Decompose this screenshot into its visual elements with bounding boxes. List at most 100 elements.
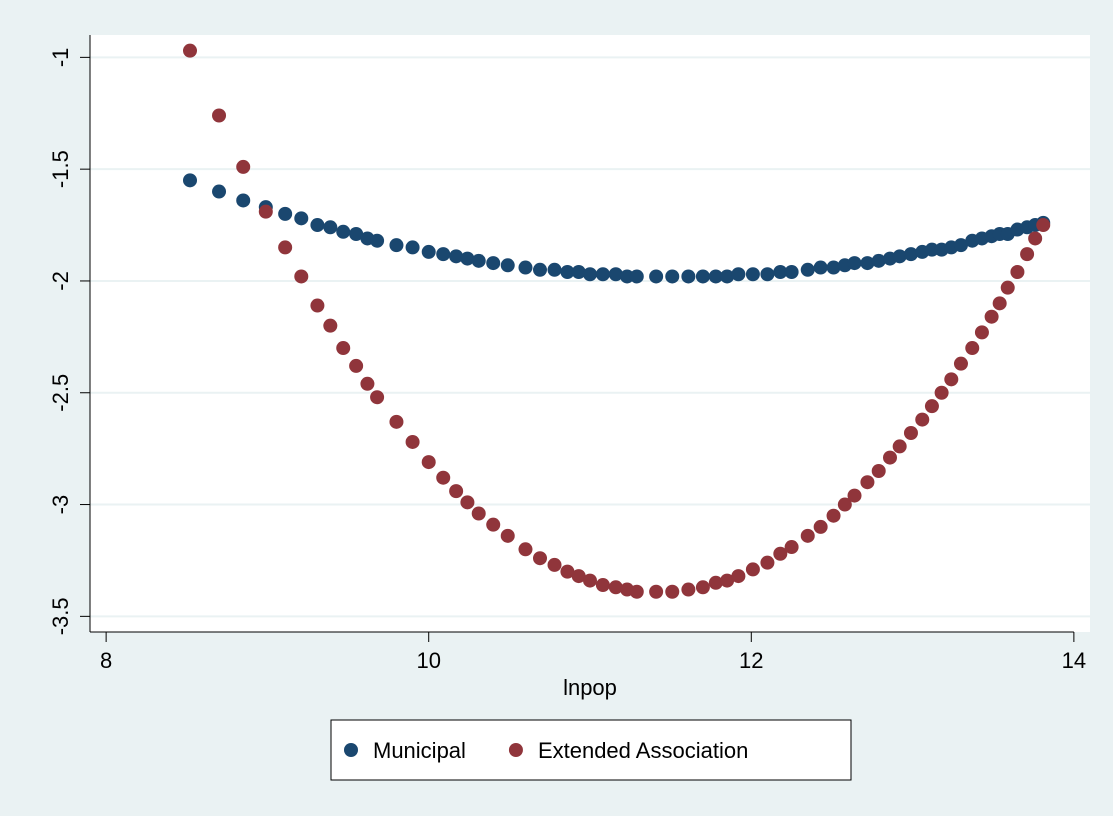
point bbox=[1036, 218, 1051, 233]
point bbox=[421, 244, 436, 259]
point bbox=[953, 356, 968, 371]
point bbox=[731, 569, 746, 584]
point bbox=[745, 267, 760, 282]
point bbox=[720, 269, 735, 284]
point bbox=[436, 470, 451, 485]
point bbox=[708, 575, 723, 590]
point bbox=[665, 584, 680, 599]
point bbox=[294, 211, 309, 226]
point bbox=[871, 464, 886, 479]
point bbox=[826, 260, 841, 275]
point bbox=[436, 247, 451, 262]
legend-label: Municipal bbox=[373, 738, 466, 763]
point bbox=[471, 506, 486, 521]
point bbox=[533, 262, 547, 277]
point bbox=[773, 265, 788, 280]
point bbox=[349, 358, 364, 373]
point bbox=[915, 412, 930, 427]
point bbox=[924, 242, 939, 257]
point bbox=[310, 218, 325, 233]
point bbox=[953, 238, 968, 253]
point bbox=[813, 260, 828, 275]
point bbox=[500, 258, 515, 273]
point bbox=[405, 240, 420, 255]
point bbox=[847, 488, 862, 503]
point bbox=[336, 224, 351, 239]
y-tick-label: -1 bbox=[48, 48, 73, 68]
point bbox=[892, 249, 907, 264]
point bbox=[974, 325, 989, 340]
point bbox=[560, 564, 575, 579]
point bbox=[837, 497, 852, 512]
point bbox=[236, 159, 251, 174]
point bbox=[212, 184, 227, 199]
point bbox=[294, 269, 309, 284]
point bbox=[760, 555, 775, 570]
point bbox=[571, 265, 586, 280]
point bbox=[934, 385, 949, 400]
point bbox=[1020, 247, 1035, 262]
point bbox=[310, 298, 325, 313]
point bbox=[278, 240, 293, 255]
point bbox=[665, 269, 680, 284]
legend-marker bbox=[344, 743, 358, 757]
point bbox=[583, 267, 597, 282]
point bbox=[924, 399, 939, 414]
point bbox=[784, 265, 799, 280]
point bbox=[965, 341, 980, 356]
point bbox=[370, 390, 385, 405]
point bbox=[984, 309, 999, 324]
point bbox=[449, 484, 464, 499]
point bbox=[1000, 280, 1015, 295]
point bbox=[608, 580, 623, 595]
point bbox=[629, 269, 644, 284]
point bbox=[460, 495, 475, 510]
point bbox=[405, 434, 420, 449]
point bbox=[323, 318, 338, 333]
point bbox=[323, 220, 338, 235]
point bbox=[547, 557, 562, 572]
point bbox=[649, 584, 664, 599]
point bbox=[847, 256, 862, 271]
point bbox=[826, 508, 841, 523]
point bbox=[608, 267, 623, 282]
point bbox=[360, 376, 375, 391]
point bbox=[236, 193, 251, 208]
y-tick-label: -2.5 bbox=[48, 374, 73, 412]
point bbox=[471, 253, 486, 268]
point bbox=[800, 262, 815, 277]
point bbox=[620, 269, 635, 284]
x-tick-label: 14 bbox=[1062, 648, 1086, 673]
point bbox=[349, 227, 364, 241]
point bbox=[183, 43, 197, 58]
x-tick-label: 10 bbox=[416, 648, 440, 673]
point bbox=[708, 269, 723, 284]
point bbox=[560, 265, 575, 280]
point bbox=[773, 546, 788, 561]
point bbox=[370, 233, 385, 248]
point bbox=[883, 450, 897, 465]
point bbox=[681, 582, 696, 597]
x-tick-label: 12 bbox=[739, 648, 763, 673]
point bbox=[518, 260, 533, 275]
point bbox=[903, 426, 918, 440]
x-tick-label: 8 bbox=[100, 648, 112, 673]
legend-label: Extended Association bbox=[538, 738, 748, 763]
point bbox=[731, 267, 746, 282]
point bbox=[695, 269, 710, 284]
point bbox=[389, 238, 404, 253]
point bbox=[745, 562, 760, 577]
plot-area bbox=[90, 35, 1090, 632]
legend: Municipal Extended Association bbox=[330, 719, 852, 781]
point bbox=[571, 569, 586, 584]
y-tick-label: -2 bbox=[48, 271, 73, 291]
point bbox=[629, 584, 644, 599]
point bbox=[760, 267, 775, 282]
point bbox=[500, 528, 515, 543]
point bbox=[695, 580, 710, 595]
point bbox=[784, 540, 799, 555]
point bbox=[183, 173, 197, 188]
point bbox=[212, 108, 227, 123]
